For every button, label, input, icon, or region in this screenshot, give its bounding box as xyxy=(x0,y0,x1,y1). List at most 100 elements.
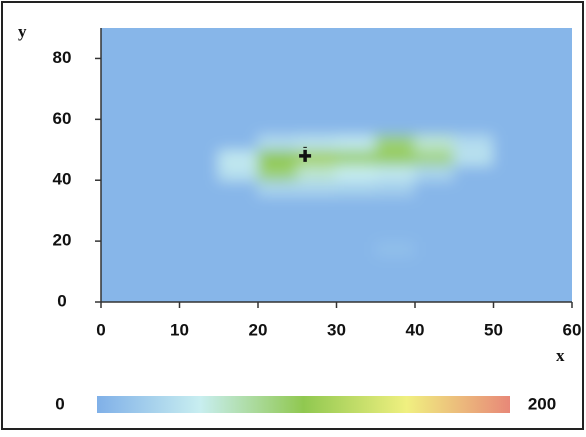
heatmap-cell xyxy=(179,119,219,135)
x-axis-label: x xyxy=(556,346,565,365)
heatmap-cell xyxy=(81,119,141,135)
heatmap-cell xyxy=(532,58,586,74)
heatmap-cell xyxy=(493,286,533,322)
heatmap-cell xyxy=(297,195,337,211)
heatmap-cell xyxy=(297,88,337,104)
heatmap-cell xyxy=(140,225,180,241)
heatmap-cell xyxy=(81,43,141,59)
heatmap-cell xyxy=(81,73,141,89)
heatmap-cell xyxy=(140,104,180,120)
heatmap-cell xyxy=(415,8,455,44)
heatmap-cell xyxy=(454,43,494,59)
heatmap-cell xyxy=(218,134,258,150)
heatmap-cell xyxy=(532,88,586,104)
heatmap-cell xyxy=(179,58,219,74)
heatmap-cell xyxy=(454,271,494,287)
heatmap-cell xyxy=(493,104,533,120)
heatmap-cell xyxy=(532,119,586,135)
x-tick-label: 40 xyxy=(406,320,425,339)
heatmap-cell xyxy=(336,225,376,241)
heatmap-cell xyxy=(375,8,415,44)
heatmap-cell xyxy=(375,271,415,287)
heatmap-cell xyxy=(258,149,298,165)
heatmap-cell xyxy=(454,119,494,135)
heatmap-cell xyxy=(415,73,455,89)
heatmap-cell xyxy=(218,165,258,181)
heatmap-cell xyxy=(415,195,455,211)
y-tick-label: 20 xyxy=(53,231,72,250)
heatmap-cell xyxy=(415,104,455,120)
heatmap-cell xyxy=(218,241,258,257)
heatmap-cell xyxy=(179,241,219,257)
heatmap-cell xyxy=(336,8,376,44)
heatmap-cell xyxy=(532,73,586,89)
heatmap-cell xyxy=(336,241,376,257)
heatmap-cell xyxy=(140,8,180,44)
heatmap-cell xyxy=(297,241,337,257)
heatmap-cell xyxy=(336,119,376,135)
heatmap-cell xyxy=(375,88,415,104)
y-tick-label: 40 xyxy=(53,170,72,189)
heatmap-cell xyxy=(454,88,494,104)
heatmap-cell xyxy=(493,119,533,135)
heatmap-cell xyxy=(258,210,298,226)
heatmap-cell xyxy=(297,225,337,241)
heatmap-cell xyxy=(179,225,219,241)
heatmap-cell xyxy=(454,73,494,89)
heatmap-cell xyxy=(218,58,258,74)
heatmap-cell xyxy=(454,195,494,211)
heatmap-cell xyxy=(218,43,258,59)
heatmap-cell xyxy=(532,271,586,287)
heatmap-cell xyxy=(140,119,180,135)
heatmap-cell xyxy=(258,43,298,59)
heatmap-cell xyxy=(415,225,455,241)
heatmap-cell xyxy=(415,241,455,257)
heatmap-cell xyxy=(375,225,415,241)
heatmap-cell xyxy=(218,73,258,89)
heatmap-cell xyxy=(493,8,533,44)
heatmap-cell xyxy=(493,43,533,59)
heatmap-cell xyxy=(454,165,494,181)
heatmap-cell xyxy=(454,134,494,150)
heatmap-cell xyxy=(375,180,415,196)
heatmap-cell xyxy=(258,286,298,322)
heatmap-cell xyxy=(258,165,298,181)
x-tick-label: 20 xyxy=(249,320,268,339)
heatmap-cell xyxy=(81,134,141,150)
heatmap-cell xyxy=(297,134,337,150)
x-tick-label: 0 xyxy=(96,320,105,339)
heatmap-cell xyxy=(258,73,298,89)
heatmap-cell xyxy=(375,134,415,150)
heatmap-cell xyxy=(218,104,258,120)
y-tick-label: 80 xyxy=(53,48,72,67)
heatmap-cell xyxy=(415,210,455,226)
heatmap-cell xyxy=(218,180,258,196)
heatmap-cell xyxy=(375,119,415,135)
heatmap-cell xyxy=(532,8,586,44)
heatmap-cell xyxy=(336,58,376,74)
heatmap-cell xyxy=(140,165,180,181)
heatmap-cell xyxy=(415,271,455,287)
heatmap-cell xyxy=(415,119,455,135)
heatmap-cell xyxy=(179,8,219,44)
heatmap-cell xyxy=(179,286,219,322)
heatmap-cell xyxy=(532,165,586,181)
heatmap-cell xyxy=(532,180,586,196)
heatmap-cell xyxy=(140,210,180,226)
heatmap-cell xyxy=(336,149,376,165)
heatmap-cell xyxy=(140,73,180,89)
heatmap-cell xyxy=(493,225,533,241)
heatmap-cell xyxy=(140,195,180,211)
heatmap-cell xyxy=(218,225,258,241)
heatmap-cell xyxy=(218,8,258,44)
heatmap xyxy=(81,8,586,323)
heatmap-cell xyxy=(375,241,415,257)
heatmap-cell xyxy=(532,149,586,165)
heatmap-cell xyxy=(532,43,586,59)
heatmap-cell xyxy=(375,149,415,165)
heatmap-cell xyxy=(493,149,533,165)
heatmap-cell xyxy=(454,241,494,257)
heatmap-cell xyxy=(258,271,298,287)
heatmap-cell xyxy=(415,165,455,181)
